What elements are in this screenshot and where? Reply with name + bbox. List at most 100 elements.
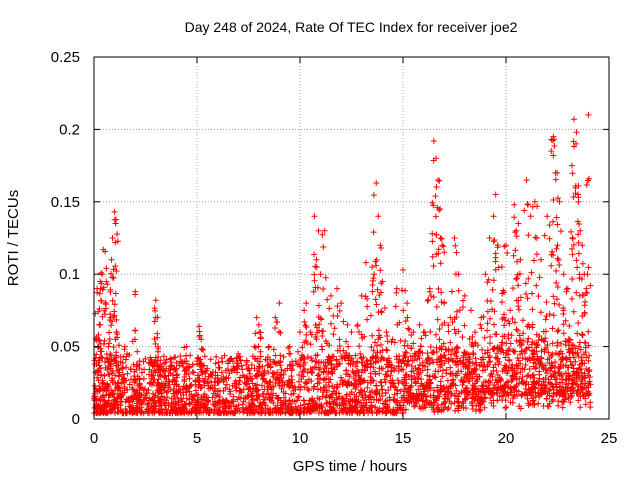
data-point [361,333,368,340]
data-point [237,374,244,381]
data-point [181,378,188,385]
data-point [265,369,272,376]
data-point [437,353,444,360]
data-point [452,242,459,249]
data-point [235,401,242,408]
data-point [221,352,228,359]
data-point [416,348,423,355]
data-point [347,396,354,403]
data-point [583,366,590,373]
data-point [447,339,454,346]
data-point [173,409,180,416]
data-point [278,366,285,373]
data-point [315,327,322,334]
data-point [372,371,379,378]
data-point [346,402,353,409]
data-point [453,345,460,352]
data-point [453,344,460,351]
data-point [303,409,310,416]
data-point [546,392,553,399]
data-point [225,360,232,367]
data-point [139,369,146,376]
data-point [271,406,278,413]
data-point [407,353,414,360]
data-point [154,369,161,376]
data-point [129,398,136,405]
data-point [543,344,550,351]
data-point [560,311,567,318]
data-point [445,328,452,335]
data-point [100,409,107,416]
data-point [126,381,133,388]
data-point [370,275,377,282]
data-point [313,264,320,271]
data-point [344,321,351,328]
data-point [449,319,456,326]
data-point [240,398,247,405]
data-point [162,359,169,366]
data-point [349,361,356,368]
data-point [418,335,425,342]
data-point [559,404,566,411]
data-point [177,353,184,360]
data-point [522,356,529,363]
data-point [557,228,564,235]
data-point [554,386,561,393]
data-point [525,275,532,282]
data-point [405,392,412,399]
data-point [280,353,287,360]
y-tick-label: 0.1 [59,266,80,283]
data-point [533,251,540,258]
data-point [552,381,559,388]
data-point [302,337,309,344]
data-point [433,231,440,238]
data-point [150,400,157,407]
data-point [286,382,293,389]
data-point [506,357,513,364]
data-point [313,336,320,343]
data-point [525,372,532,379]
data-point [549,248,556,255]
data-point [486,359,493,366]
data-point [352,404,359,411]
data-point [481,395,488,402]
data-point [493,367,500,374]
data-point [465,370,472,377]
data-point [319,231,326,238]
data-point [401,374,408,381]
data-point [267,396,274,403]
data-point [520,380,527,387]
data-point [266,383,273,390]
data-point [575,231,582,238]
data-point [552,359,559,366]
data-point [222,385,229,392]
data-point [510,285,517,292]
data-point [581,370,588,377]
data-point [568,392,575,399]
data-point [314,394,321,401]
data-point [142,408,149,415]
data-point [493,377,500,384]
data-point [319,393,326,400]
data-point [198,336,205,343]
data-point [461,388,468,395]
data-point [472,371,479,378]
data-point [233,385,240,392]
data-point [384,332,391,339]
data-point [315,386,322,393]
data-point [346,373,353,380]
data-point [111,208,118,215]
data-point [516,339,523,346]
data-point [255,321,262,328]
data-point [164,394,171,401]
data-point [427,343,434,350]
data-point [491,391,498,398]
data-point [525,232,532,239]
data-point [553,349,560,356]
data-point [576,221,583,228]
data-point [481,404,488,411]
data-point [145,400,152,407]
data-point [309,395,316,402]
data-point [124,370,131,377]
data-point [155,376,162,383]
